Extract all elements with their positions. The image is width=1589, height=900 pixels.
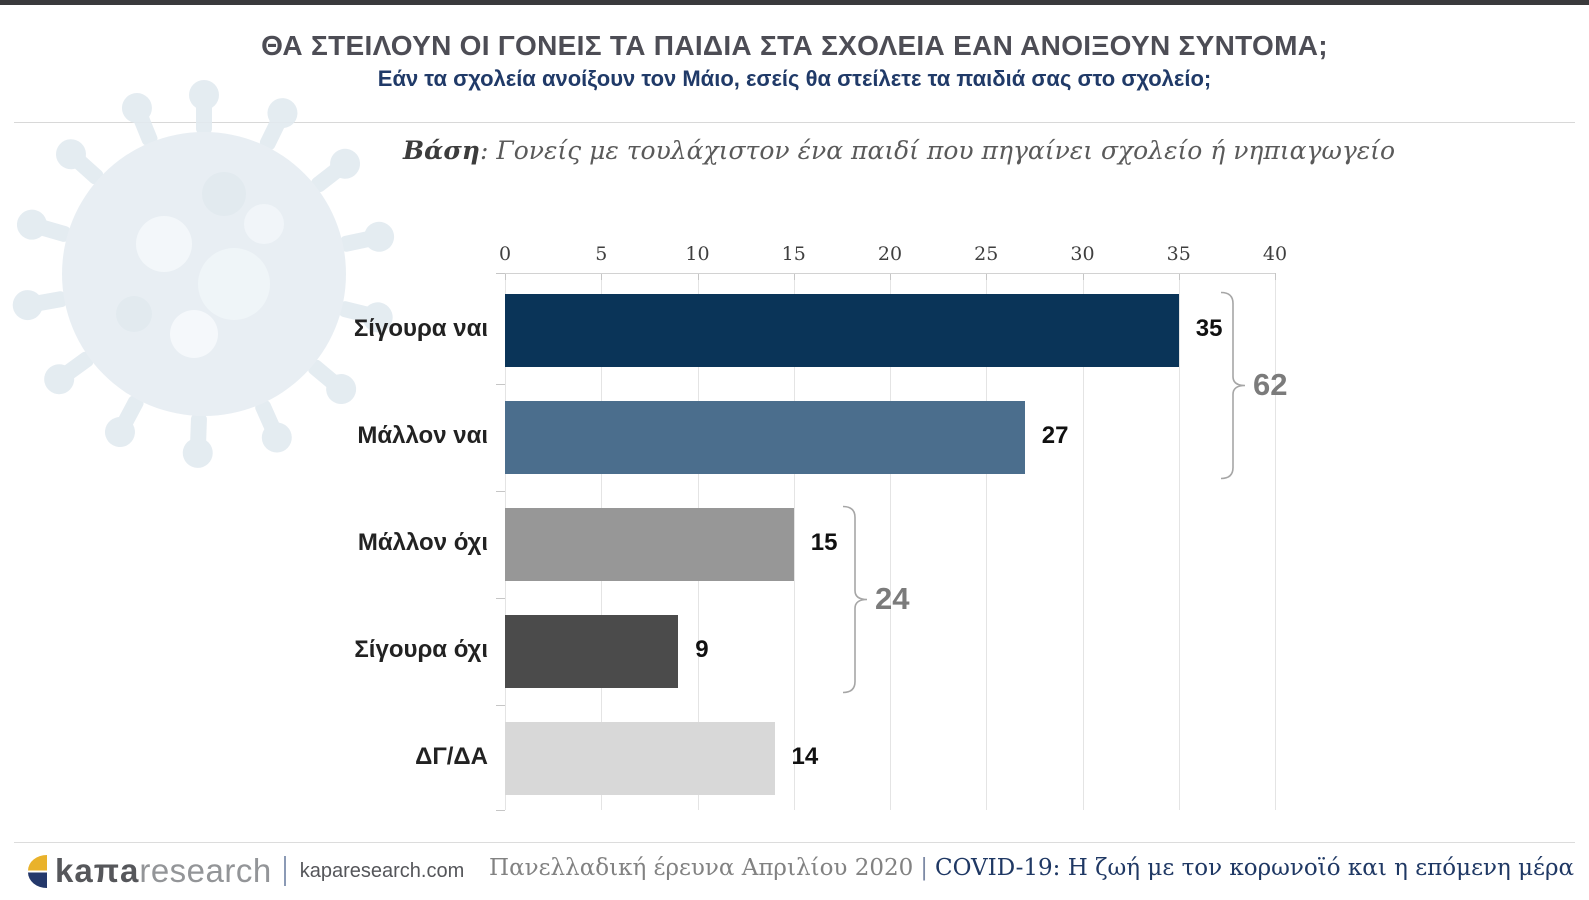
axis-tick (890, 273, 891, 280)
axis-tick-label: 35 (1166, 243, 1191, 265)
coronavirus-watermark-icon (10, 80, 397, 469)
axis-tick (697, 273, 699, 280)
gridline (890, 273, 891, 810)
axis-tick-label: 25 (974, 243, 999, 265)
gridline (986, 273, 988, 810)
bar-value-label: 35 (1195, 315, 1223, 342)
group-bracket (842, 505, 868, 694)
base-note-text: : Γονείς με τουλάχιστον ένα παιδί που πη… (479, 136, 1396, 165)
footer-brand: kaπa research kaparesearch.com (27, 849, 464, 893)
logo-text-light: research (139, 852, 272, 889)
survey-name: Πανελλαδική έρευνα Απριλίου 2020 (489, 855, 914, 881)
axis-tick-label: 15 (781, 243, 806, 265)
bar (505, 507, 794, 581)
bar (505, 400, 1025, 474)
gridline (793, 273, 795, 810)
category-boundary-tick (496, 704, 505, 706)
axis-tick (793, 273, 795, 280)
footer-divider (14, 842, 1575, 843)
axis-tick (1275, 273, 1276, 280)
bar-value-label: 9 (695, 636, 709, 663)
group-total-label: 24 (875, 580, 910, 616)
header-divider (14, 122, 1575, 123)
base-note-label: Βάση (403, 136, 480, 165)
category-boundary-tick (496, 490, 505, 492)
gridline (1082, 273, 1084, 810)
bar (505, 293, 1179, 367)
gridline (1178, 273, 1180, 810)
gridline (1275, 273, 1276, 810)
group-bracket (1220, 291, 1246, 480)
axis-tick (601, 273, 603, 280)
axis-tick (1082, 273, 1084, 280)
group-total-label: 62 (1253, 366, 1288, 402)
bar-value-label: 15 (810, 529, 838, 556)
bar-category-label: Μάλλον όχι (357, 529, 488, 556)
axis-tick (986, 273, 988, 280)
axis-tick (1178, 273, 1180, 280)
base-note: Βάση: Γονείς με τουλάχιστον ένα παιδί πο… (403, 136, 1395, 165)
bar-category-label: Μάλλον ναι (357, 422, 488, 449)
x-axis-line (505, 273, 1275, 274)
kapa-logo-icon (28, 854, 47, 888)
bar (505, 721, 775, 795)
footer-separator: | (920, 855, 928, 881)
category-boundary-tick (496, 810, 505, 811)
logo-text-bold: kaπa (55, 852, 140, 889)
chart-title: ΘΑ ΣΤΕΙΛΟΥΝ ΟΙ ΓΟΝΕΙΣ ΤΑ ΠΑΙΔΙΑ ΣΤΑ ΣΧΟΛ… (261, 30, 1328, 61)
axis-tick-label: 30 (1070, 243, 1095, 265)
logo-divider (283, 856, 286, 886)
axis-tick-label: 0 (498, 243, 512, 265)
axis-tick-label: 5 (595, 243, 608, 265)
axis-tick-label: 40 (1262, 243, 1288, 265)
bar-value-label: 14 (791, 743, 819, 770)
bar-value-label: 27 (1041, 422, 1069, 449)
website-link[interactable]: kaparesearch.com (299, 859, 465, 882)
report-title: COVID-19: Η ζωή με τον κορωνοϊό και η επ… (935, 855, 1574, 881)
bar-category-label: Σίγουρα όχι (354, 636, 488, 663)
axis-tick-label: 10 (685, 243, 710, 265)
footer-survey-info: Πανελλαδική έρευνα Απριλίου 2020 | COVID-1… (489, 855, 1574, 881)
axis-tick-label: 20 (877, 243, 903, 265)
category-boundary-tick (496, 273, 505, 274)
axis-tick (505, 273, 506, 280)
bar-category-label: Σίγουρα ναι (353, 315, 488, 342)
category-boundary-tick (496, 383, 505, 385)
bar-category-label: ΔΓ/ΔΑ (415, 743, 488, 770)
chart-subtitle: Εάν τα σχολεία ανοίξουν τον Μάιο, εσείς … (377, 66, 1212, 91)
bar (505, 614, 679, 688)
category-boundary-tick (496, 597, 505, 599)
top-accent-bar (0, 0, 1589, 5)
